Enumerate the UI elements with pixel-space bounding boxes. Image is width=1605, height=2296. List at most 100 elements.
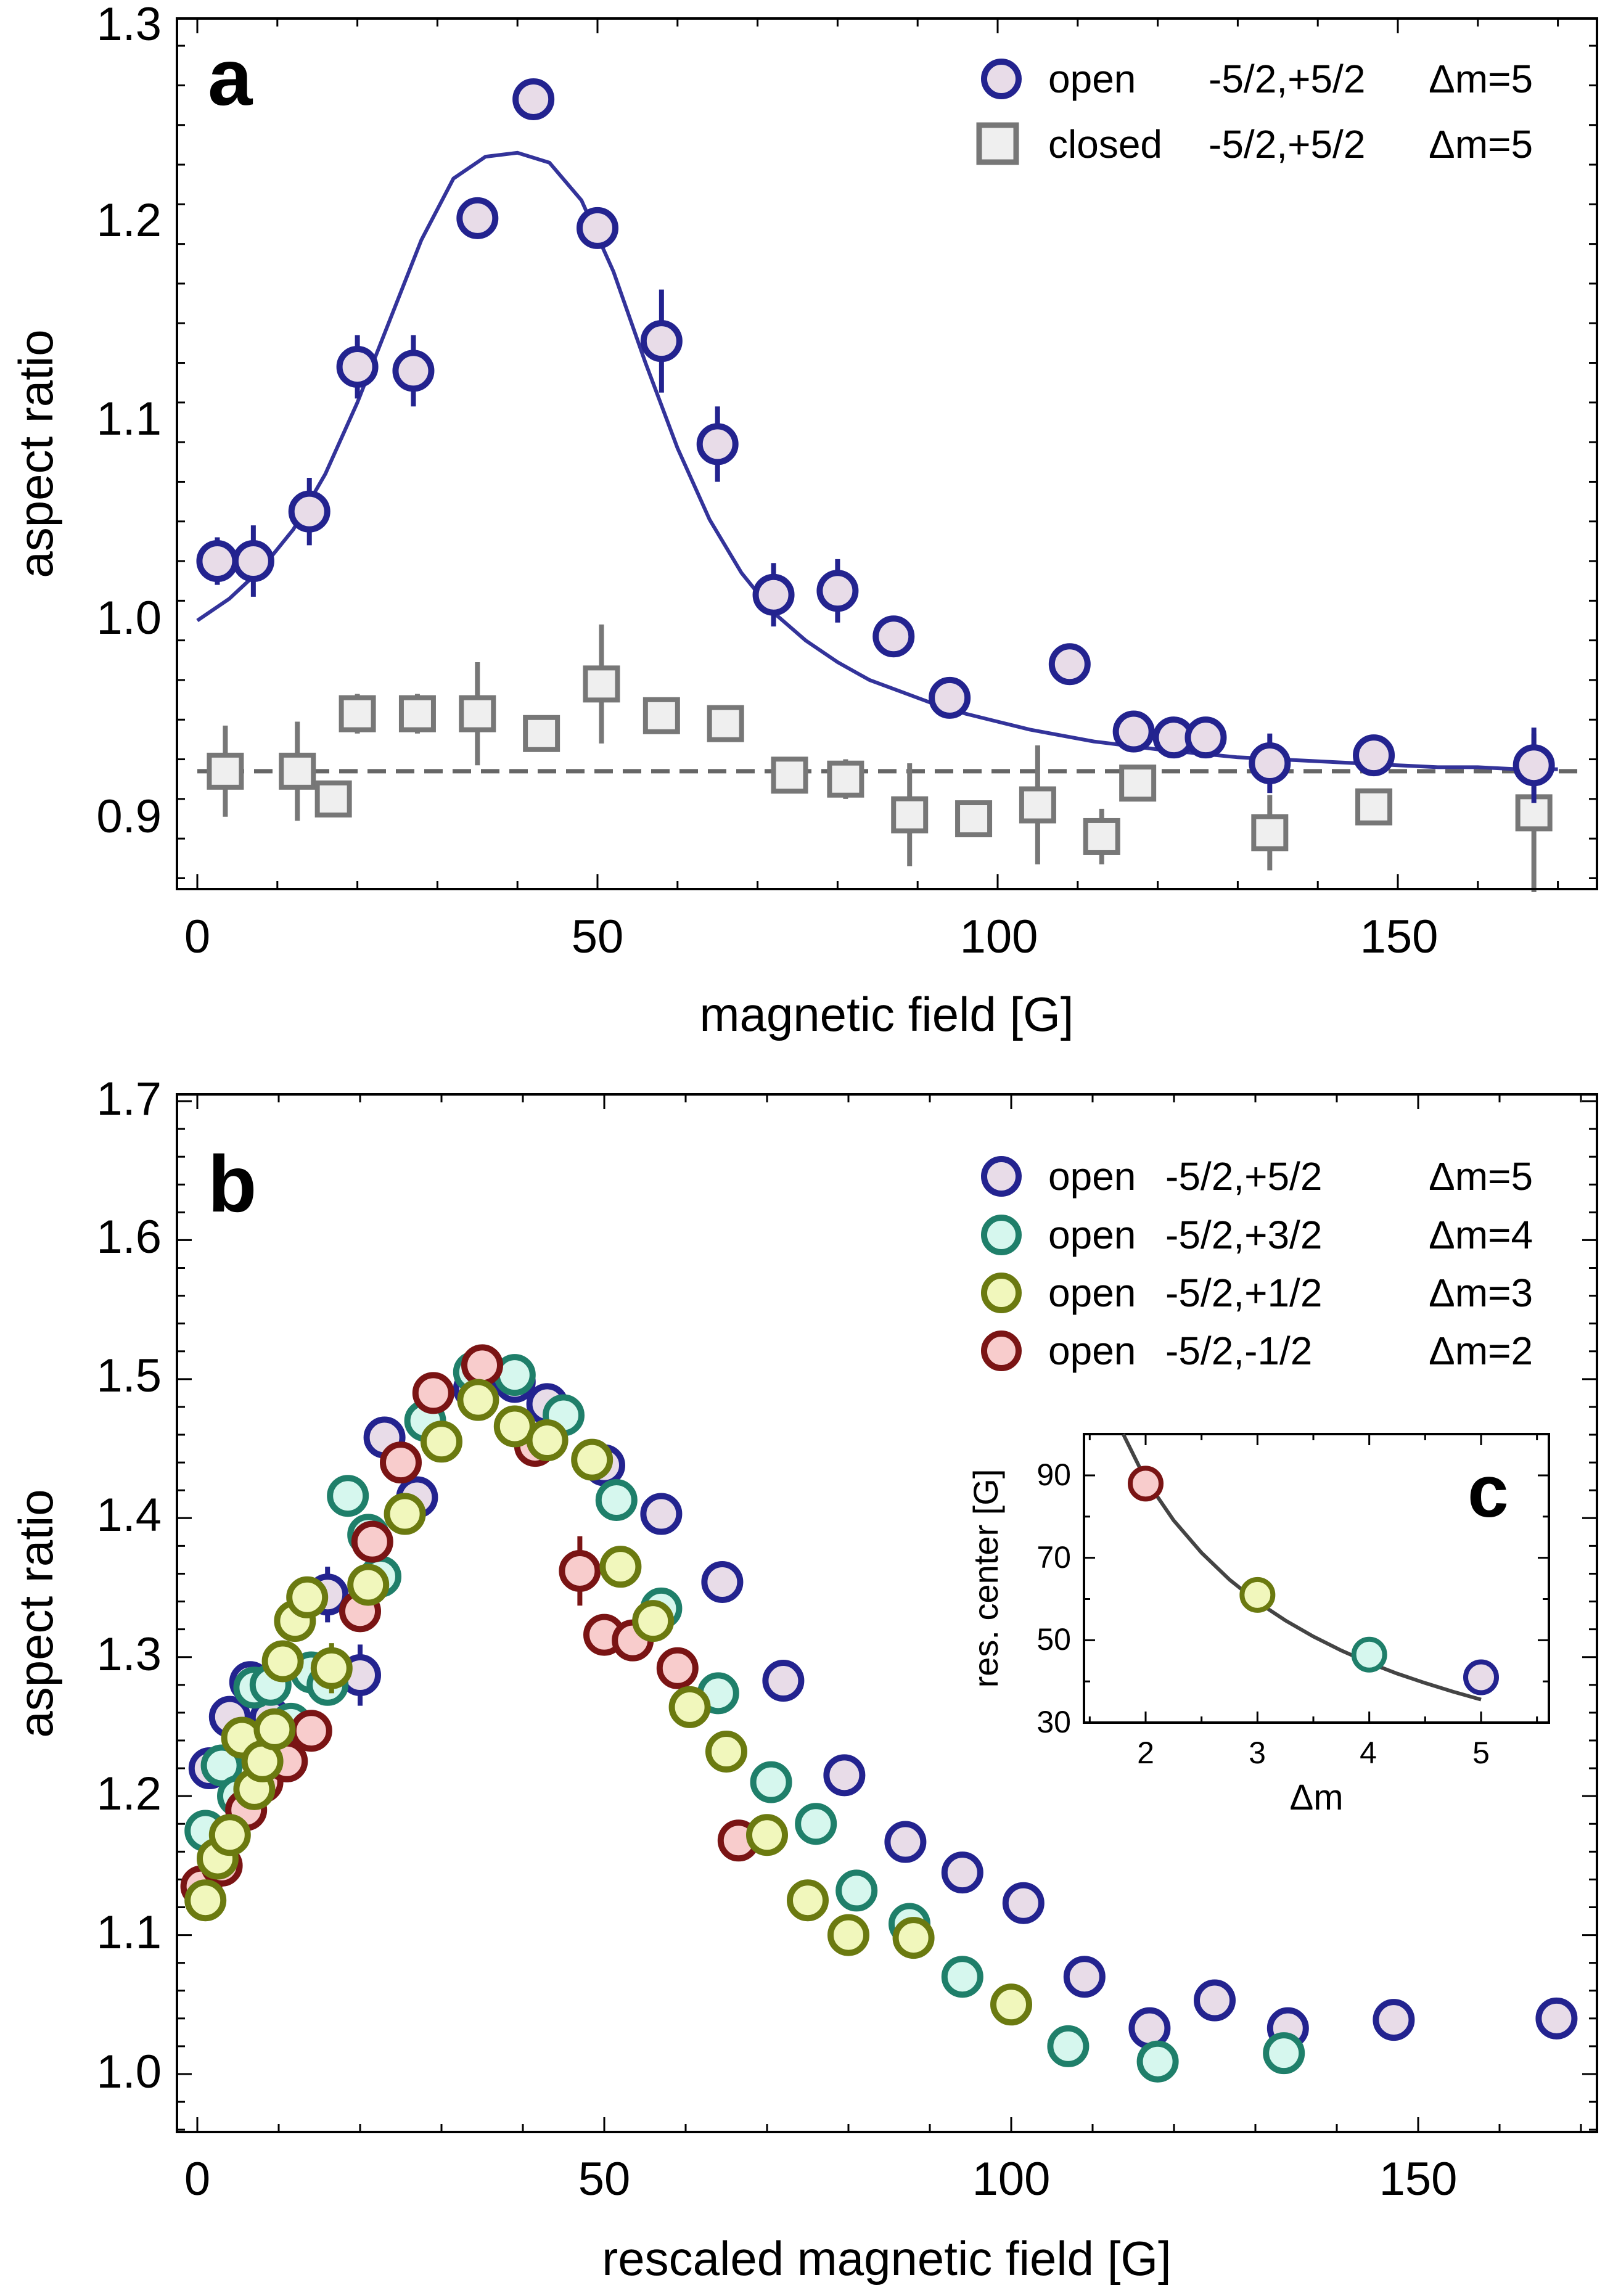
dm4-point (1136, 2040, 1179, 2083)
panel-b-y-tick-label: 1.5 (96, 1350, 162, 1402)
closed-point (1019, 786, 1056, 824)
panel-b-y-tick-label: 1.2 (96, 1768, 162, 1820)
panel-b-legend: open -5/2,+5/2 Δm=5 open -5/2,+3/2 Δm=4 … (981, 1154, 1533, 1373)
panel-a-marks-layer (196, 78, 1555, 892)
legend-marker-open-dm5 (981, 59, 1022, 99)
open-point (577, 207, 618, 249)
panel-b-x-tick-label: 100 (972, 2153, 1051, 2205)
open-point (1249, 742, 1291, 784)
legend-dm: Δm=5 (1429, 122, 1533, 166)
panel-c-y-tick-label: 70 (1036, 1540, 1071, 1575)
open-point (640, 320, 683, 363)
legend-marker-dm5 (981, 1156, 1022, 1197)
closed-point (459, 695, 496, 732)
closed-point (891, 796, 929, 834)
panel-a-y-tick-label: 0.9 (96, 790, 162, 843)
panel-b-x-tick-label: 150 (1379, 2153, 1458, 2205)
dm3-point (827, 1914, 869, 1956)
closed-point (523, 715, 560, 752)
dm3-point (599, 1546, 642, 1588)
panel-b-marks-layer (180, 1344, 1578, 2083)
closed-point (827, 760, 864, 798)
open-point (1513, 744, 1555, 787)
dm2-point (656, 1647, 699, 1689)
dm2-point (351, 1520, 393, 1563)
closed-point (1355, 788, 1393, 826)
dm5-point (1128, 2007, 1171, 2049)
dm5-point (1194, 1979, 1236, 2022)
panel-b-y-tick-label: 1.0 (96, 2046, 162, 2098)
closed-point (398, 695, 436, 732)
dm4-point (941, 1956, 983, 1998)
legend-dm: Δm=2 (1429, 1329, 1533, 1373)
panel-c-marks-layer (1128, 1466, 1499, 1695)
open-fit-curve (196, 150, 1558, 771)
legend-pair: -5/2,+5/2 (1209, 57, 1365, 101)
dm3-point (746, 1814, 788, 1856)
dm3-point (990, 1983, 1032, 2026)
resonance-center-point (1351, 1636, 1387, 1673)
panel-c-y-axis-label: res. center [G] (966, 1469, 1005, 1688)
dm3-point (571, 1438, 614, 1481)
panel-b-y-axis-label: aspect ratio (9, 1489, 63, 1737)
panel-c-x-tick-label: 3 (1249, 1736, 1266, 1770)
dm3-point (705, 1731, 747, 1773)
dm2-point (290, 1710, 332, 1752)
legend-pair: -5/2,+3/2 (1165, 1213, 1322, 1257)
panel-b-x-axis-label: rescaled magnetic field [G] (602, 2231, 1171, 2286)
panel-c-x-tick-label: 4 (1360, 1736, 1377, 1770)
panel-c-y-tick-label: 50 (1036, 1622, 1071, 1657)
dm3-point (253, 1708, 296, 1750)
panel-a-fit-layer (196, 150, 1585, 774)
dm4-point (327, 1475, 369, 1517)
panel-a-y-tick-label: 1.3 (96, 0, 162, 51)
dm3-point (787, 1879, 829, 1922)
resonance-center-point (1128, 1466, 1164, 1502)
dm3-point (286, 1576, 329, 1618)
open-point (1353, 734, 1395, 777)
dm5-point (884, 1821, 927, 1863)
legend-label: closed (1048, 122, 1162, 166)
panel-a-x-tick-label: 50 (572, 911, 624, 963)
legend-label: open (1048, 1329, 1136, 1373)
panel-c-label: c (1467, 1450, 1509, 1533)
dm5-point (941, 1851, 983, 1894)
panel-c-x-tick-label: 2 (1137, 1736, 1154, 1770)
panel-a: 0 50 100 150 0.9 1.0 1.1 1.2 1.3 magneti… (9, 0, 1598, 1041)
dm3-point (310, 1647, 353, 1689)
closed-point (955, 800, 993, 837)
legend-pair: -5/2,+5/2 (1209, 122, 1365, 166)
dm3-point (457, 1379, 499, 1421)
panel-b: 0 50 100 150 1.0 1.1 1.2 1.3 1.4 1.5 1.6… (9, 1073, 1598, 2286)
dm3-point (384, 1493, 426, 1535)
dm3-point (526, 1419, 569, 1462)
dm3-point (208, 1814, 251, 1856)
panel-b-y-tick-label: 1.3 (96, 1628, 162, 1681)
legend-pair: -5/2,-1/2 (1165, 1329, 1312, 1373)
panel-a-label: a (208, 32, 253, 122)
dm3-point (892, 1917, 935, 1959)
dm4-point (795, 1803, 837, 1845)
closed-point (1251, 814, 1289, 851)
legend-marker-closed-dm5 (976, 122, 1019, 165)
dm4-point (1047, 2025, 1090, 2067)
panel-a-x-axis-label: magnetic field [G] (700, 987, 1074, 1041)
panel-a-x-tick-label: 150 (1360, 911, 1439, 963)
open-point (752, 573, 795, 616)
open-point (1048, 643, 1091, 686)
dm3-point (632, 1600, 675, 1642)
panel-a-y-axis-label: aspect ratio (9, 329, 63, 578)
panel-b-ticks (177, 1094, 1597, 2132)
dm3-point (421, 1421, 462, 1463)
dm5-point (823, 1754, 866, 1797)
open-point (1112, 710, 1155, 753)
closed-point (1083, 818, 1120, 855)
panel-a-y-tick-label: 1.2 (96, 194, 162, 247)
open-point (816, 570, 859, 612)
dm5-point (1535, 1997, 1578, 2040)
legend-dm: Δm=3 (1429, 1271, 1533, 1315)
closed-point (207, 752, 244, 790)
panel-b-y-tick-label: 1.7 (96, 1073, 162, 1125)
closed-point (771, 756, 808, 794)
panel-b-x-tick-label: 50 (578, 2153, 631, 2205)
